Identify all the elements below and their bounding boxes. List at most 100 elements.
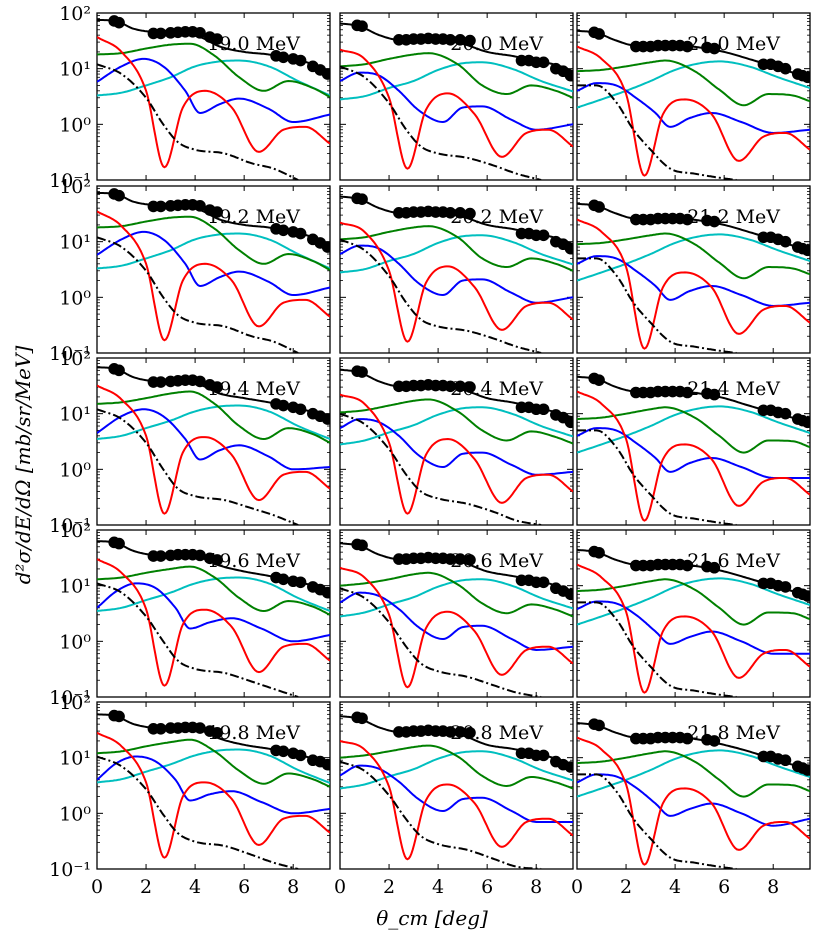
x-tick-label: 2 xyxy=(620,876,632,898)
data-point xyxy=(708,388,721,401)
data-point xyxy=(593,719,605,732)
panel-energy-label: 20.4 MeV xyxy=(450,378,543,400)
data-point xyxy=(321,586,330,599)
data-point xyxy=(454,726,466,738)
series-line-red xyxy=(97,558,330,687)
data-point xyxy=(294,749,307,762)
data-point xyxy=(564,588,573,601)
panel-frame xyxy=(339,12,574,181)
panel-8: 21.4 MeV xyxy=(576,357,811,526)
data-point xyxy=(593,201,605,213)
x-tick-label: 8 xyxy=(287,876,299,898)
y-tick-label: 10⁻¹ xyxy=(49,687,91,709)
data-point xyxy=(454,34,466,46)
y-tick-label: 10² xyxy=(59,348,91,370)
data-point xyxy=(801,244,810,257)
panel-14: 21.8 MeV 0 2 4 6 8 xyxy=(571,701,811,898)
series-line-cyan xyxy=(340,234,573,274)
x-axis-label: θ_cm [deg] xyxy=(376,906,488,930)
series-line-cyan xyxy=(340,61,573,101)
data-point xyxy=(593,28,605,40)
panel-energy-label: 19.0 MeV xyxy=(207,33,300,55)
data-point xyxy=(211,554,223,566)
panel-plot-area xyxy=(97,362,330,525)
panel-plot-area xyxy=(340,365,573,525)
x-tick-label: 0 xyxy=(571,876,583,898)
panel-energy-label: 21.2 MeV xyxy=(687,206,780,228)
y-tick-label: 10² xyxy=(59,3,91,25)
panel-0: 19.0 MeV 10⁻¹ 10⁰ 10¹ 10² xyxy=(49,3,331,192)
panel-2: 21.0 MeV xyxy=(576,12,811,181)
data-point xyxy=(454,553,466,565)
panel-plot-area xyxy=(340,19,573,180)
data-point xyxy=(294,403,307,416)
series-line-blue xyxy=(577,427,810,479)
x-tick-label: 4 xyxy=(669,876,681,898)
series-line-blue xyxy=(97,57,330,123)
data-point xyxy=(154,27,167,40)
data-point xyxy=(537,229,550,242)
series-line-dashdot xyxy=(577,773,737,869)
y-tick-label: 10¹ xyxy=(59,576,91,598)
data-point xyxy=(454,380,466,393)
panel-frame xyxy=(576,185,811,354)
series-line-green xyxy=(577,59,810,107)
series-line-red xyxy=(97,731,330,859)
data-point xyxy=(801,71,810,84)
x-tick-label: 2 xyxy=(140,876,152,898)
series-line-dashdot xyxy=(577,429,737,525)
series-line-blue xyxy=(340,764,573,823)
series-line-green xyxy=(97,42,330,98)
series-line-blue xyxy=(340,71,573,131)
data-point xyxy=(681,732,694,745)
series-line-blue xyxy=(97,230,330,296)
data-point xyxy=(321,758,330,771)
series-line-blue xyxy=(577,82,810,135)
panel-7: 20.4 MeV xyxy=(339,357,574,526)
data-point xyxy=(294,576,307,589)
data-point xyxy=(294,54,307,67)
panel-plot-area xyxy=(97,15,330,180)
x-tick-label: 8 xyxy=(530,876,542,898)
y-tick-label: 10⁰ xyxy=(59,287,91,309)
series-line-dashdot xyxy=(97,63,299,180)
panel-plot-area xyxy=(97,709,330,869)
data-point xyxy=(444,553,457,565)
series-line-dashdot xyxy=(97,408,299,525)
x-tick-label: 2 xyxy=(383,876,395,898)
panel-frame xyxy=(339,357,574,526)
data-point xyxy=(113,537,125,550)
panel-plot-area xyxy=(577,718,810,869)
series-line-green xyxy=(577,750,810,798)
data-point xyxy=(277,573,290,586)
series-line-cyan xyxy=(577,405,810,454)
panel-plot-area xyxy=(340,538,573,697)
series-line-blue xyxy=(577,255,810,308)
y-tick-label: 10⁰ xyxy=(59,631,91,653)
series-line-red xyxy=(97,36,330,169)
panel-3: 19.2 MeV 10⁻¹ 10⁰ 10¹ 10² xyxy=(49,176,331,365)
data-point xyxy=(321,241,330,253)
panel-11: 21.6 MeV xyxy=(576,529,811,698)
y-axis-label: d²σ/dE/dΩ [mb/sr/MeV] xyxy=(11,346,35,585)
series-line-red xyxy=(577,390,810,522)
data-point xyxy=(464,207,476,220)
x-tick-label: 6 xyxy=(718,876,730,898)
data-point xyxy=(211,33,223,45)
data-point xyxy=(681,386,694,399)
series-line-green xyxy=(340,571,573,618)
series-line-green xyxy=(97,215,330,271)
data-point xyxy=(779,754,792,767)
data-point xyxy=(113,364,125,377)
panel-frame xyxy=(576,12,811,181)
y-tick-label: 10⁻¹ xyxy=(49,515,91,537)
series-line-dashdot xyxy=(340,412,542,525)
data-point xyxy=(779,235,792,248)
series-line-cyan xyxy=(340,406,573,446)
data-point xyxy=(464,554,476,566)
data-point xyxy=(537,56,550,69)
series-line-red xyxy=(97,210,330,342)
data-point xyxy=(454,207,466,219)
x-tick-label: 8 xyxy=(767,876,779,898)
panel-4: 20.2 MeV xyxy=(339,185,574,354)
